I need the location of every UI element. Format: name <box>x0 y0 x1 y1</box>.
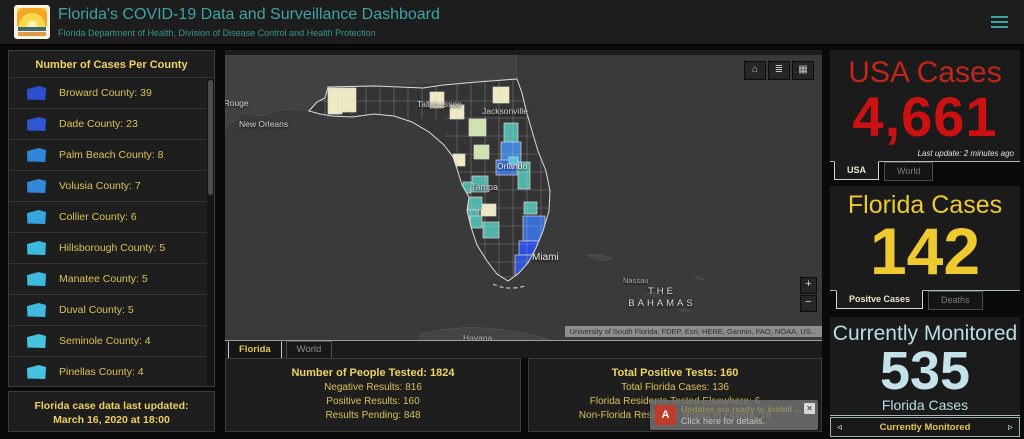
florida-tab-strip: Positve Cases Deaths <box>836 290 983 310</box>
polygon-swatch-icon <box>27 334 46 348</box>
last-updated-line1: Florida case data last updated: <box>34 400 189 412</box>
county-list-item[interactable]: Collier County: 6 <box>9 201 214 232</box>
tested-title: Number of People Tested: 1824 <box>291 367 455 379</box>
page-subtitle: Florida Department of Health, Division o… <box>58 28 376 38</box>
currently-monitored-panel: Currently Monitored 535 Florida Cases <box>830 317 1020 416</box>
county-list-scrollbar[interactable] <box>207 78 214 386</box>
polygon-swatch-icon <box>27 86 46 100</box>
home-icon[interactable]: ⌂ <box>744 61 766 80</box>
florida-cases-panel: Florida Cases 142 <box>830 186 1020 291</box>
map-tab-strip: Florida World <box>228 341 333 359</box>
county-list-item[interactable]: Pinellas County: 4 <box>9 356 214 386</box>
polygon-swatch-icon <box>27 365 46 379</box>
stat-line: Negative Results: 816 <box>324 382 422 393</box>
florida-health-logo <box>14 5 50 39</box>
monitored-title: Currently Monitored <box>832 322 1018 345</box>
legend-icon[interactable]: ≣ <box>768 61 790 80</box>
tab-positive-cases[interactable]: Positve Cases <box>836 290 924 309</box>
polygon-swatch-icon <box>27 241 46 255</box>
county-list-item[interactable]: Dade County: 23 <box>9 108 214 139</box>
usa-cases-title: USA Cases <box>848 56 1002 89</box>
notification-line1: Updates are ready to install ... <box>681 403 802 414</box>
polygon-swatch-icon <box>27 210 46 224</box>
county-list-item[interactable]: Manatee County: 5 <box>9 263 214 294</box>
polygon-swatch-icon <box>27 179 46 193</box>
polygon-swatch-icon <box>27 148 46 162</box>
county-list-item[interactable]: Palm Beach County: 8 <box>9 139 214 170</box>
menu-icon[interactable] <box>991 16 1008 31</box>
county-list-item[interactable]: Seminole County: 4 <box>9 325 214 356</box>
tab-world[interactable]: World <box>285 341 333 359</box>
county-list-item[interactable]: Volusia County: 7 <box>9 170 214 201</box>
tab-usa[interactable]: USA <box>834 161 880 180</box>
county-list-item[interactable]: Duval County: 5 <box>9 294 214 325</box>
florida-cases-value: 142 <box>869 214 981 288</box>
people-tested-panel: Number of People Tested: 1824 Negative R… <box>225 358 521 432</box>
county-list-title: Number of Cases Per County <box>35 59 188 71</box>
county-list-panel: Number of Cases Per County Broward Count… <box>8 50 215 387</box>
stat-line: Results Pending: 848 <box>325 410 421 421</box>
notification-line2[interactable]: Click here for details. <box>681 415 766 426</box>
carousel-prev-icon[interactable]: ◃ <box>837 421 843 433</box>
close-icon[interactable]: ✕ <box>804 403 815 414</box>
florida-choropleth-svg <box>225 55 822 340</box>
zoom-out-button[interactable]: − <box>800 295 817 312</box>
usa-cases-panel: USA Cases 4,661 Last update: 2 minutes a… <box>830 50 1020 162</box>
map-zoom-control: + − <box>800 277 817 313</box>
county-label: Hillsborough County: 5 <box>59 242 166 254</box>
map-attribution: University of South Florida, FDEP, Esri,… <box>564 326 822 337</box>
sunburst-graphic <box>17 8 47 27</box>
updater-app-icon: A <box>655 405 676 425</box>
county-label: Duval County: 5 <box>59 304 134 316</box>
polygon-swatch-icon <box>27 272 46 286</box>
scrollbar-thumb[interactable] <box>208 80 213 195</box>
map-toolbar: ⌂ ≣ ▦ <box>744 61 814 80</box>
carousel-next-icon[interactable]: ▹ <box>1007 421 1013 433</box>
last-updated-panel: Florida case data last updated: March 16… <box>8 391 215 432</box>
monitored-subtitle: Florida Cases <box>881 397 969 413</box>
county-label: Dade County: 23 <box>59 118 138 130</box>
page-title: Florida's COVID-19 Data and Surveillance… <box>58 6 440 23</box>
county-label: Pinellas County: 4 <box>59 366 144 378</box>
notification-toast[interactable]: A Updates are ready to install ... Click… <box>650 400 818 430</box>
county-list-item[interactable]: Broward County: 39 <box>9 77 214 108</box>
county-label: Volusia County: 7 <box>59 180 141 192</box>
stat-line: Total Florida Cases: 136 <box>621 382 729 393</box>
usa-last-update: Last update: 2 minutes ago <box>917 149 1014 158</box>
carousel-bar: ◃ Currently Monitored ▹ <box>830 417 1020 437</box>
usa-tab-strip: USA World <box>834 161 934 181</box>
monitored-value: 535 <box>879 341 971 401</box>
basemap-icon[interactable]: ▦ <box>792 61 814 80</box>
stat-line: Positive Results: 160 <box>326 396 420 407</box>
county-list-item[interactable]: Hillsborough County: 5 <box>9 232 214 263</box>
tab-usa-world[interactable]: World <box>884 162 934 181</box>
app-header: Florida's COVID-19 Data and Surveillance… <box>0 0 1024 45</box>
map-panel: Baton Rouge New Orleans Tallahassee Jack… <box>225 50 822 359</box>
county-label: Seminole County: 4 <box>59 335 151 347</box>
polygon-swatch-icon <box>27 303 46 317</box>
carousel-label[interactable]: Currently Monitored <box>879 421 971 433</box>
positive-title: Total Positive Tests: 160 <box>611 367 739 379</box>
county-label: Manatee County: 5 <box>59 273 148 285</box>
tab-deaths[interactable]: Deaths <box>928 291 983 310</box>
florida-cases-title: Florida Cases <box>847 191 1003 219</box>
county-label: Collier County: 6 <box>59 211 137 223</box>
florida-map[interactable]: Baton Rouge New Orleans Tallahassee Jack… <box>225 55 822 341</box>
polygon-swatch-icon <box>27 117 46 131</box>
tab-florida[interactable]: Florida <box>228 341 282 359</box>
zoom-in-button[interactable]: + <box>800 277 817 294</box>
county-label: Broward County: 39 <box>59 87 152 99</box>
county-label: Palm Beach County: 8 <box>59 149 164 161</box>
usa-cases-value: 4,661 <box>852 85 998 148</box>
last-updated-line2: March 16, 2020 at 18:00 <box>53 414 170 426</box>
